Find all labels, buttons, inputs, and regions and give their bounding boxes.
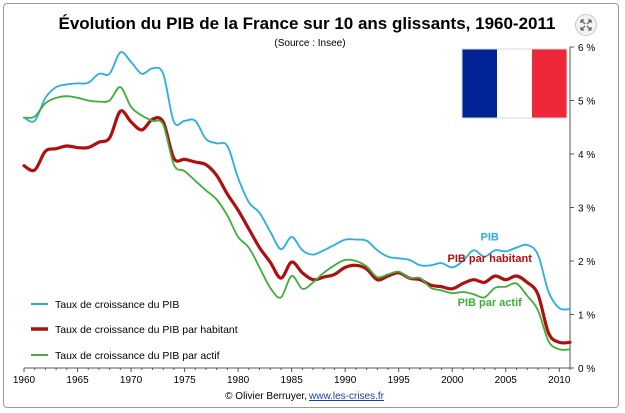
y-tick-label: 0 % [578, 364, 595, 375]
flag-border [461, 48, 568, 119]
y-tick-label: 6 % [578, 43, 595, 54]
x-tick-label: 1990 [334, 375, 357, 386]
series-label-pib-par-actif: PIB par actif [458, 297, 523, 309]
flag-blue-band [462, 49, 497, 118]
chart-subtitle: (Source : Insee) [274, 38, 345, 49]
flag-red-band [532, 49, 567, 118]
series-line-pib-par-actif [23, 86, 571, 351]
series-labels: PIB PIB par habitant PIB par actif [448, 231, 533, 308]
series-line-pib [23, 51, 571, 311]
axes: 1960 1965 1970 1975 1980 1985 1990 1995 2000 2005… [13, 43, 595, 386]
x-tick-label: 2010 [548, 375, 571, 386]
legend-label-pib: Taux de croissance du PIB [55, 299, 179, 311]
series-label-pib: PIB [481, 231, 499, 243]
x-tick-label: 2005 [495, 375, 518, 386]
x-tick-label: 1960 [13, 375, 36, 386]
x-tick-label: 1995 [388, 375, 411, 386]
x-tick-label: 1985 [281, 375, 304, 386]
legend-label-pib-par-actif: Taux de croissance du PIB par actif [55, 350, 220, 362]
expand-button[interactable] [575, 14, 597, 36]
x-tick-label: 1965 [66, 375, 89, 386]
x-tick-label: 2000 [441, 375, 464, 386]
x-tick-label: 1980 [227, 375, 250, 386]
series-label-pib-par-habitant: PIB par habitant [448, 253, 533, 265]
credit-link[interactable]: www.les-crises.fr [308, 391, 385, 402]
chart-title: Évolution du PIB de la France sur 10 ans… [59, 14, 556, 33]
series-line-pib-par-habitant [22, 109, 572, 345]
y-tick-label: 3 % [578, 204, 595, 215]
flag-white-band [497, 49, 532, 118]
y-tick-label: 5 % [578, 97, 595, 108]
french-flag [461, 48, 568, 119]
y-tick-label: 4 % [578, 150, 595, 161]
x-tick-label: 1975 [173, 375, 196, 386]
expand-arrows-icon [580, 19, 592, 31]
x-tick-label: 1970 [120, 375, 143, 386]
y-tick-label: 2 % [578, 257, 595, 268]
credit-author: © Olivier Berruyer, [225, 391, 307, 402]
y-tick-label: 1 % [578, 311, 595, 322]
series-lines [22, 51, 572, 351]
legend: Taux de croissance du PIB Taux de croiss… [31, 299, 238, 362]
legend-label-pib-par-habitant: Taux de croissance du PIB par habitant [55, 324, 238, 336]
